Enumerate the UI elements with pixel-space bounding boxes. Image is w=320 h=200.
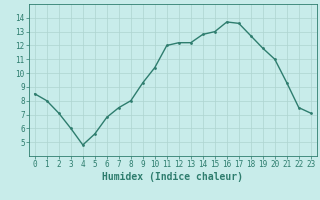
X-axis label: Humidex (Indice chaleur): Humidex (Indice chaleur) [102, 172, 243, 182]
